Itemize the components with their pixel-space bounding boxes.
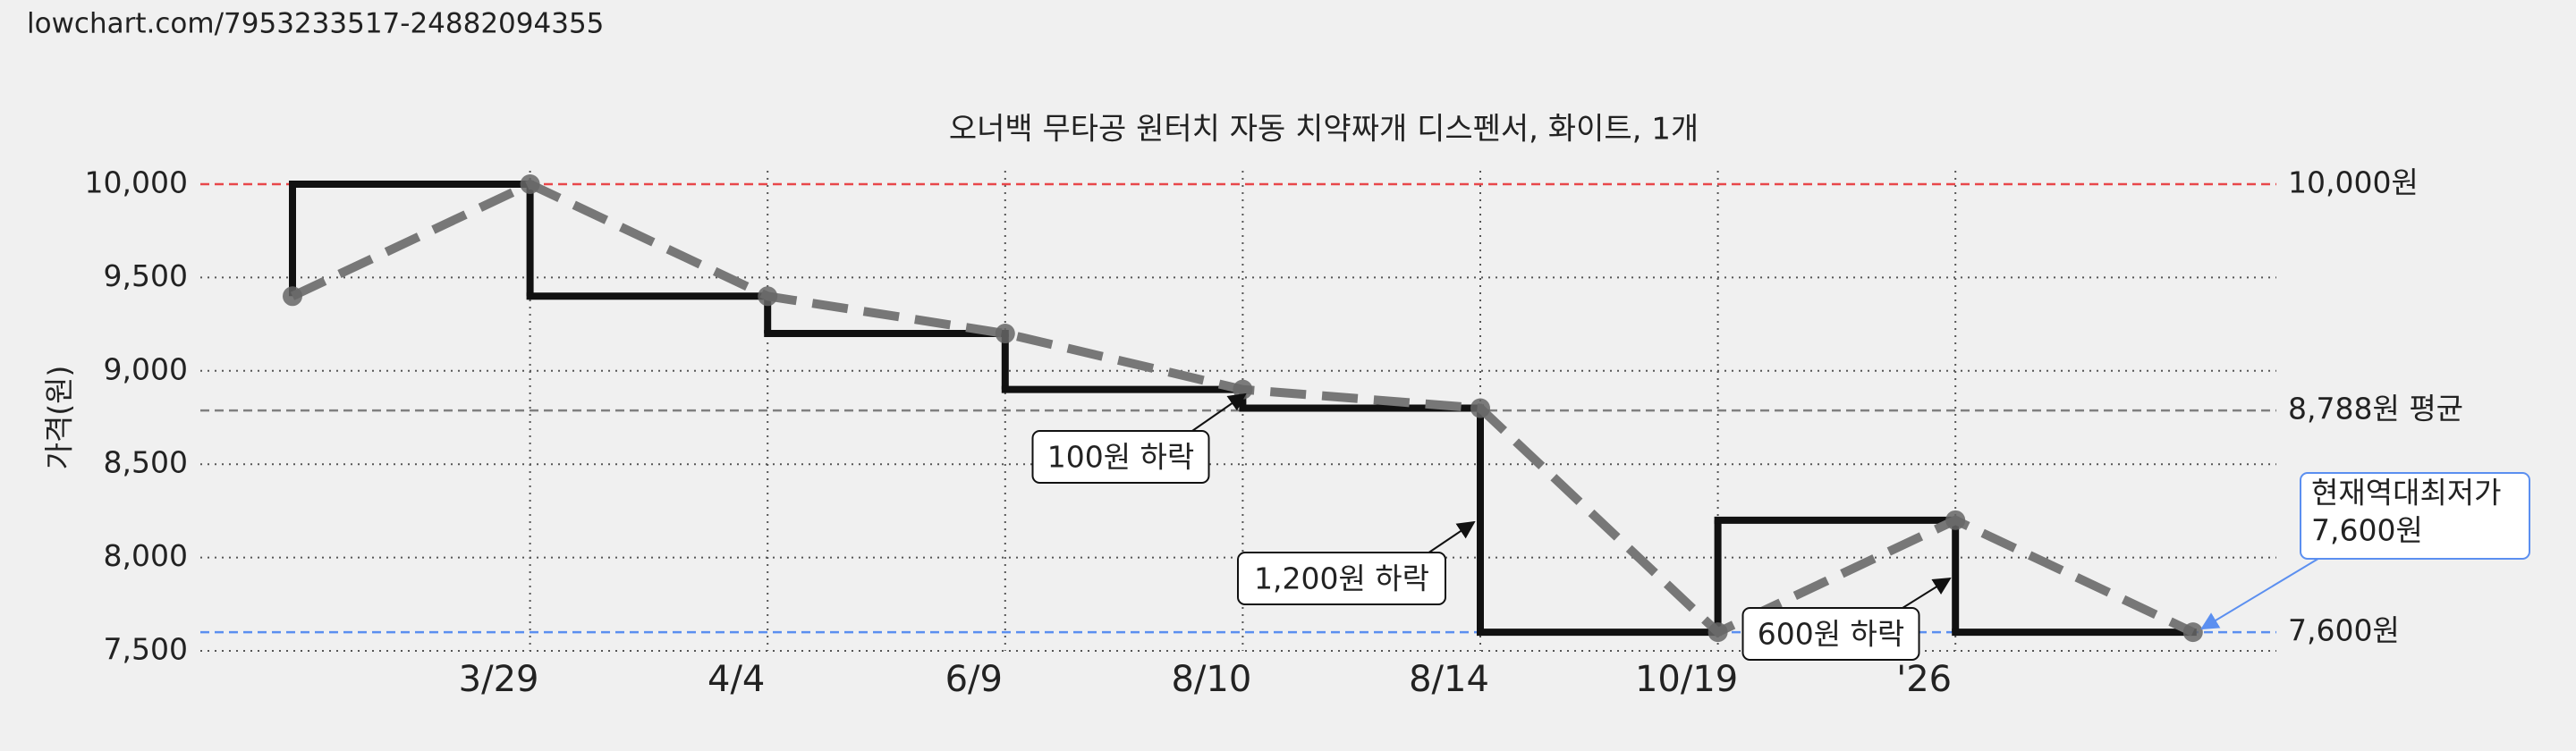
chart-title: 오너백 무타공 원터치 자동 치약짜개 디스펜서, 화이트, 1개 — [949, 112, 1699, 148]
point — [2182, 622, 2203, 643]
point — [1470, 398, 1490, 418]
url: lowchart.com/7953233517-24882094355 — [27, 8, 604, 40]
reference-label: 7,600원 — [2288, 613, 2400, 648]
annotation-box — [1741, 607, 1920, 661]
reference-label: 10,000원 — [2288, 165, 2419, 200]
y-tick-label: 8,500 — [104, 445, 188, 480]
x-tick-label: 4/4 — [708, 659, 765, 700]
y-tick-label: 10,000 — [85, 165, 188, 200]
y-tick-label: 8,000 — [104, 538, 188, 573]
y-tick-label: 7,500 — [104, 632, 188, 667]
point — [283, 286, 302, 307]
annotation-text: 1,200원 하락 — [1254, 561, 1429, 596]
point — [520, 174, 540, 194]
point — [1945, 510, 1966, 530]
x-tick-label: 3/29 — [459, 659, 539, 700]
point — [995, 324, 1015, 344]
x-tick-label: 6/9 — [945, 659, 1003, 700]
annotation-arrow — [1190, 392, 1247, 433]
point — [758, 286, 778, 307]
annotation-arrow — [1900, 577, 1952, 610]
annotation-box — [1031, 430, 1210, 484]
reference-label: 8,788원 평균 — [2288, 392, 2463, 426]
low-text: 7,600원 — [2311, 513, 2423, 548]
low-text: 현재역대최저가 — [2311, 476, 2502, 511]
annotation-text: 600원 하락 — [1758, 617, 1905, 652]
y-tick-label: 9,500 — [104, 258, 188, 293]
low-box — [2300, 472, 2530, 560]
x-tick-label: '26 — [1896, 659, 1952, 700]
y-axis-label: 가격(원) — [42, 366, 77, 470]
annotation-text: 100원 하락 — [1047, 440, 1195, 475]
annotation-arrow — [1427, 520, 1476, 554]
x-tick-label: 10/19 — [1635, 659, 1738, 700]
low-arrow — [2200, 553, 2326, 630]
point — [1707, 622, 1728, 643]
x-tick-label: 8/14 — [1409, 659, 1489, 700]
x-tick-label: 8/10 — [1171, 659, 1251, 700]
annotation-box — [1237, 552, 1446, 605]
y-tick-label: 9,000 — [104, 351, 188, 386]
